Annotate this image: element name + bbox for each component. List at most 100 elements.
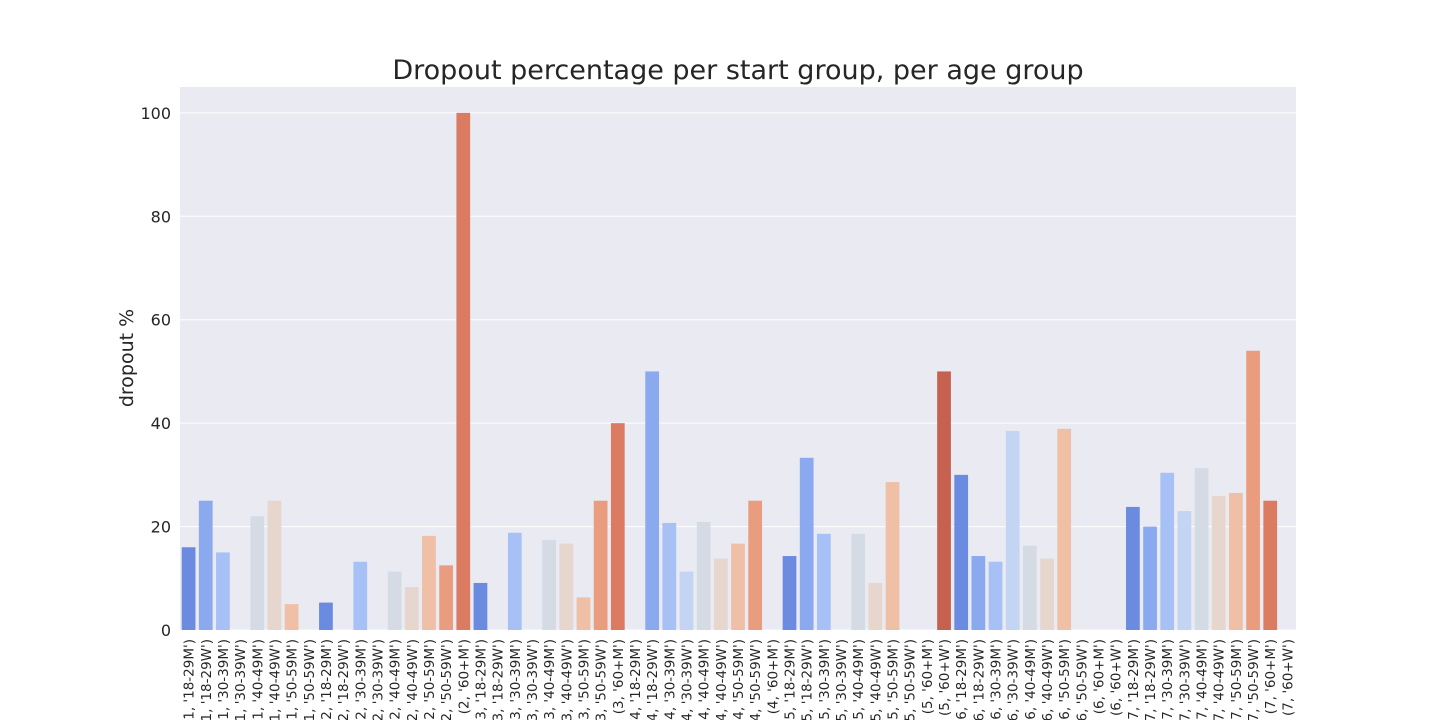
x-tick-label: (1, '18-29W') — [199, 639, 215, 720]
x-tick-label: (4, '40-49M') — [697, 639, 713, 720]
x-tick-label: (3, '30-39W') — [525, 639, 541, 720]
bar — [868, 582, 883, 630]
x-tick-label: (3, '50-59M') — [576, 639, 592, 720]
x-tick-label: (5, '18-29W') — [800, 639, 816, 720]
bar — [610, 423, 625, 630]
x-tick-label: (2, '18-29W') — [336, 639, 352, 720]
x-tick-labels: (1, '18-29M') (1, '18-29W') (1, '30-39M')(… — [182, 639, 1297, 720]
bar — [971, 556, 986, 630]
x-tick-label: (3, '50-59W') — [594, 639, 610, 720]
bar — [748, 500, 763, 630]
bar — [387, 571, 402, 630]
x-tick-label: (5, '60+M') — [920, 639, 936, 714]
y-tick-label: 0 — [161, 621, 171, 640]
bar — [1263, 500, 1278, 630]
x-tick-label: (3, '18-29W') — [491, 639, 507, 720]
x-tick-label: (1, '40-49W') — [267, 639, 283, 720]
bar — [181, 547, 196, 630]
x-tick-label: (6, '40-49W') — [1040, 639, 1056, 720]
x-tick-label: (1, '40-49M') — [250, 639, 266, 720]
x-tick-label: (3, '60+M') — [611, 639, 627, 714]
x-tick-label: (7, '50-59W') — [1246, 639, 1262, 720]
x-tick-label: (2, '30-39M') — [353, 639, 369, 720]
x-tick-label: (6, '30-39M') — [989, 639, 1005, 720]
x-tick-label: (6, '30-39W') — [1006, 639, 1022, 720]
x-tick-label: (5, '30-39W') — [834, 639, 850, 720]
bar — [782, 556, 797, 630]
x-tick-label: (1, '18-29M') — [182, 639, 198, 720]
bar — [937, 371, 951, 630]
bar — [284, 604, 299, 630]
bar — [679, 571, 694, 630]
bar — [731, 543, 745, 630]
x-tick-label: (4, '30-39M') — [662, 639, 678, 720]
x-tick-label: (7, '30-39W') — [1177, 639, 1193, 720]
x-tick-label: (3, '18-29M') — [473, 639, 489, 720]
bar — [1177, 511, 1192, 630]
bar — [473, 582, 488, 630]
bar — [353, 561, 368, 630]
x-tick-label: (7, '60+M') — [1263, 639, 1279, 714]
bar — [1126, 506, 1140, 630]
x-tick-label: (4, '18-29W') — [645, 639, 661, 720]
x-tick-label: (6, '18-29W') — [971, 639, 987, 720]
bar — [198, 500, 213, 630]
bar — [1194, 468, 1209, 630]
bar — [1023, 545, 1037, 630]
x-tick-label: (1, '30-39M') — [216, 639, 232, 720]
bar — [988, 561, 1003, 630]
bar — [662, 522, 677, 630]
bar — [1143, 526, 1157, 630]
bar — [1246, 350, 1260, 630]
x-tick-label: (1, '50-59M') — [285, 639, 301, 720]
x-tick-label: (6, '50-59W') — [1074, 639, 1090, 720]
x-tick-label: (2, '40-49M') — [388, 639, 404, 720]
bar — [507, 532, 522, 630]
x-tick-label: (5, '18-29M') — [783, 639, 799, 720]
x-tick-label: (2, '40-49W') — [405, 639, 421, 720]
x-tick-label: (5, '50-59M') — [886, 639, 902, 720]
bar — [576, 597, 591, 630]
x-tick-label: (4, '60+M') — [765, 639, 781, 714]
x-tick-label: (7, '60+W') — [1280, 639, 1296, 716]
x-tick-label: (5, '60+W') — [937, 639, 953, 716]
x-tick-label: (5, '40-49W') — [868, 639, 884, 720]
bar — [1211, 496, 1226, 630]
bar — [1057, 428, 1072, 630]
x-tick-label: (6, '60+W') — [1109, 639, 1125, 716]
x-tick-label: (6, '40-49M') — [1023, 639, 1039, 720]
bar — [696, 521, 711, 630]
x-tick-label: (5, '30-39M') — [817, 639, 833, 720]
bar — [456, 112, 471, 631]
bar — [216, 552, 230, 630]
x-tick-label: (7, '40-49M') — [1195, 639, 1211, 720]
x-tick-label: (7, '50-59M') — [1229, 639, 1245, 720]
x-tick-label: (1, '30-39W') — [233, 639, 249, 720]
x-tick-label: (4, '50-59M') — [731, 639, 747, 720]
x-tick-label: (4, '50-59W') — [748, 639, 764, 720]
x-tick-label: (2, '60+M') — [456, 639, 472, 714]
x-tick-label: (2, '30-39W') — [370, 639, 386, 720]
y-tick-label: 20 — [151, 518, 171, 537]
y-axis-label: dropout % — [116, 309, 138, 407]
bar — [593, 500, 608, 630]
x-tick-label: (5, '40-49M') — [851, 639, 867, 720]
x-tick-label: (6, '60+M') — [1092, 639, 1108, 714]
x-tick-label: (2, '50-59M') — [422, 639, 438, 720]
y-tick-label: 40 — [151, 414, 171, 433]
x-tick-label: (7, '30-39M') — [1160, 639, 1176, 720]
bar — [319, 602, 333, 630]
bar — [954, 474, 969, 630]
bar — [1005, 430, 1020, 630]
chart-title: Dropout percentage per start group, per … — [392, 55, 1083, 86]
x-tick-label: (3, '40-49W') — [559, 639, 575, 720]
bar — [422, 535, 436, 630]
bar — [267, 500, 282, 630]
plot-background — [180, 87, 1296, 630]
bar — [851, 533, 866, 630]
x-tick-label: (4, '18-29M') — [628, 639, 644, 720]
x-tick-label: (7, '18-29M') — [1126, 639, 1142, 720]
bar — [645, 371, 660, 630]
x-tick-label: (7, '40-49W') — [1212, 639, 1228, 720]
